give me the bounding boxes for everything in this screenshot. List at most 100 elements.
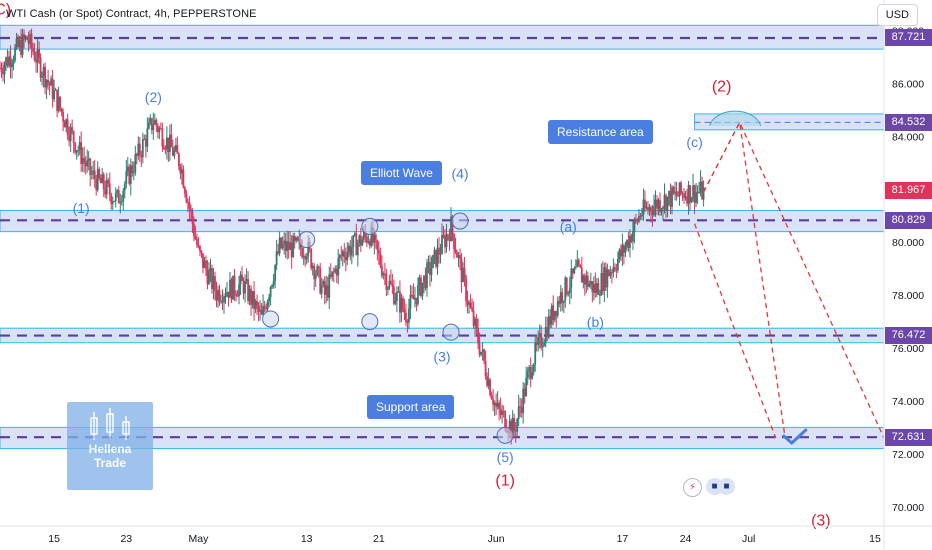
candle-body bbox=[654, 199, 657, 207]
candle-body bbox=[457, 255, 460, 258]
x-tick-label: 15 bbox=[48, 533, 60, 545]
candle-body bbox=[629, 235, 631, 248]
candle-body bbox=[498, 402, 501, 409]
candle-body bbox=[302, 256, 305, 258]
candle-body bbox=[6, 57, 9, 66]
wave-label: (1) bbox=[73, 200, 90, 216]
candle-body bbox=[15, 38, 18, 48]
candle-body bbox=[251, 291, 254, 305]
candle-body bbox=[568, 287, 571, 293]
candle-body bbox=[134, 154, 137, 173]
candle-body bbox=[559, 292, 562, 304]
candle-body bbox=[359, 235, 362, 246]
us-flag-icon-2[interactable]: ■ bbox=[718, 478, 735, 495]
candle-body bbox=[615, 269, 618, 271]
candle-body bbox=[487, 379, 490, 386]
candle-body bbox=[665, 195, 667, 211]
candle-body bbox=[607, 269, 610, 276]
candle-body bbox=[592, 283, 595, 293]
candle-body bbox=[556, 300, 559, 316]
candle-body bbox=[666, 196, 669, 211]
wave-labels-layer: (C) (1) (2) (3) (4) (5) (1) (a) (b) (c) (2) (3) bbox=[0, 2, 831, 530]
candle-body bbox=[323, 281, 326, 295]
candle-body bbox=[468, 302, 470, 305]
candle-body bbox=[371, 227, 374, 243]
candle-body bbox=[394, 300, 397, 304]
candle-body bbox=[328, 274, 331, 298]
candle-body bbox=[583, 275, 586, 285]
candle-body bbox=[550, 305, 553, 325]
candle-body bbox=[492, 399, 495, 405]
candle-body bbox=[332, 271, 335, 273]
candle-body bbox=[349, 245, 352, 256]
candle-body bbox=[451, 216, 454, 234]
candle-body bbox=[304, 256, 307, 260]
candle-body bbox=[86, 160, 89, 167]
candle-body bbox=[153, 120, 156, 125]
candle-body bbox=[257, 305, 260, 312]
candle-body bbox=[174, 145, 177, 151]
candle-body bbox=[141, 139, 144, 158]
candle-body bbox=[525, 377, 528, 396]
candle-body bbox=[489, 379, 492, 396]
candle-body bbox=[155, 120, 158, 127]
candle-body bbox=[203, 260, 206, 268]
candle-body bbox=[218, 289, 221, 302]
candle-body bbox=[83, 158, 86, 163]
candle-body bbox=[495, 402, 498, 407]
candle-body bbox=[412, 295, 415, 300]
candle-body bbox=[341, 251, 344, 257]
candle-body bbox=[510, 420, 513, 436]
candle-body bbox=[305, 256, 308, 260]
candle-body bbox=[45, 80, 48, 88]
candle-body bbox=[392, 286, 395, 304]
candle-body bbox=[686, 196, 688, 204]
candle-body bbox=[263, 306, 266, 308]
lightning-icon[interactable]: ⚡ bbox=[683, 478, 702, 497]
candle-body bbox=[444, 236, 446, 248]
candle-body bbox=[535, 342, 538, 345]
candle-body bbox=[38, 48, 40, 58]
candle-body bbox=[98, 169, 101, 179]
candle-body bbox=[645, 207, 648, 209]
candle-body bbox=[283, 240, 286, 245]
candle-body bbox=[624, 246, 627, 253]
candle-body bbox=[63, 121, 66, 128]
candle-body bbox=[48, 82, 51, 86]
candle-body bbox=[197, 245, 200, 247]
candle-body bbox=[441, 234, 443, 254]
pivot-markers-layer bbox=[262, 212, 514, 444]
candle-body bbox=[162, 146, 165, 149]
candle-body bbox=[307, 241, 310, 257]
currency-button[interactable]: USD bbox=[876, 4, 918, 26]
candle-body bbox=[236, 295, 239, 297]
candle-body bbox=[653, 206, 655, 216]
candle-body bbox=[105, 179, 108, 195]
candle-body bbox=[373, 234, 376, 243]
candle-body bbox=[0, 67, 3, 73]
candle-body bbox=[5, 57, 7, 65]
candle-body bbox=[687, 185, 690, 204]
target-check-icon bbox=[782, 428, 808, 446]
candle-body bbox=[14, 47, 16, 61]
candle-body bbox=[466, 300, 469, 305]
candle-body bbox=[555, 311, 558, 316]
candle-body bbox=[132, 172, 135, 174]
candle-body bbox=[215, 291, 218, 301]
candle-body bbox=[610, 272, 613, 274]
candle-body bbox=[289, 242, 292, 250]
candle-body bbox=[125, 171, 128, 184]
candle-body bbox=[262, 306, 264, 315]
projection-path-2 bbox=[703, 120, 885, 439]
candle-body bbox=[199, 246, 201, 251]
candle-body bbox=[211, 268, 213, 290]
candle-body bbox=[405, 312, 407, 323]
candle-body bbox=[20, 40, 22, 55]
candle-body bbox=[23, 34, 25, 40]
candle-body bbox=[226, 291, 228, 297]
candle-body bbox=[208, 271, 210, 285]
candle-body bbox=[250, 288, 252, 305]
candle-body bbox=[514, 430, 517, 432]
